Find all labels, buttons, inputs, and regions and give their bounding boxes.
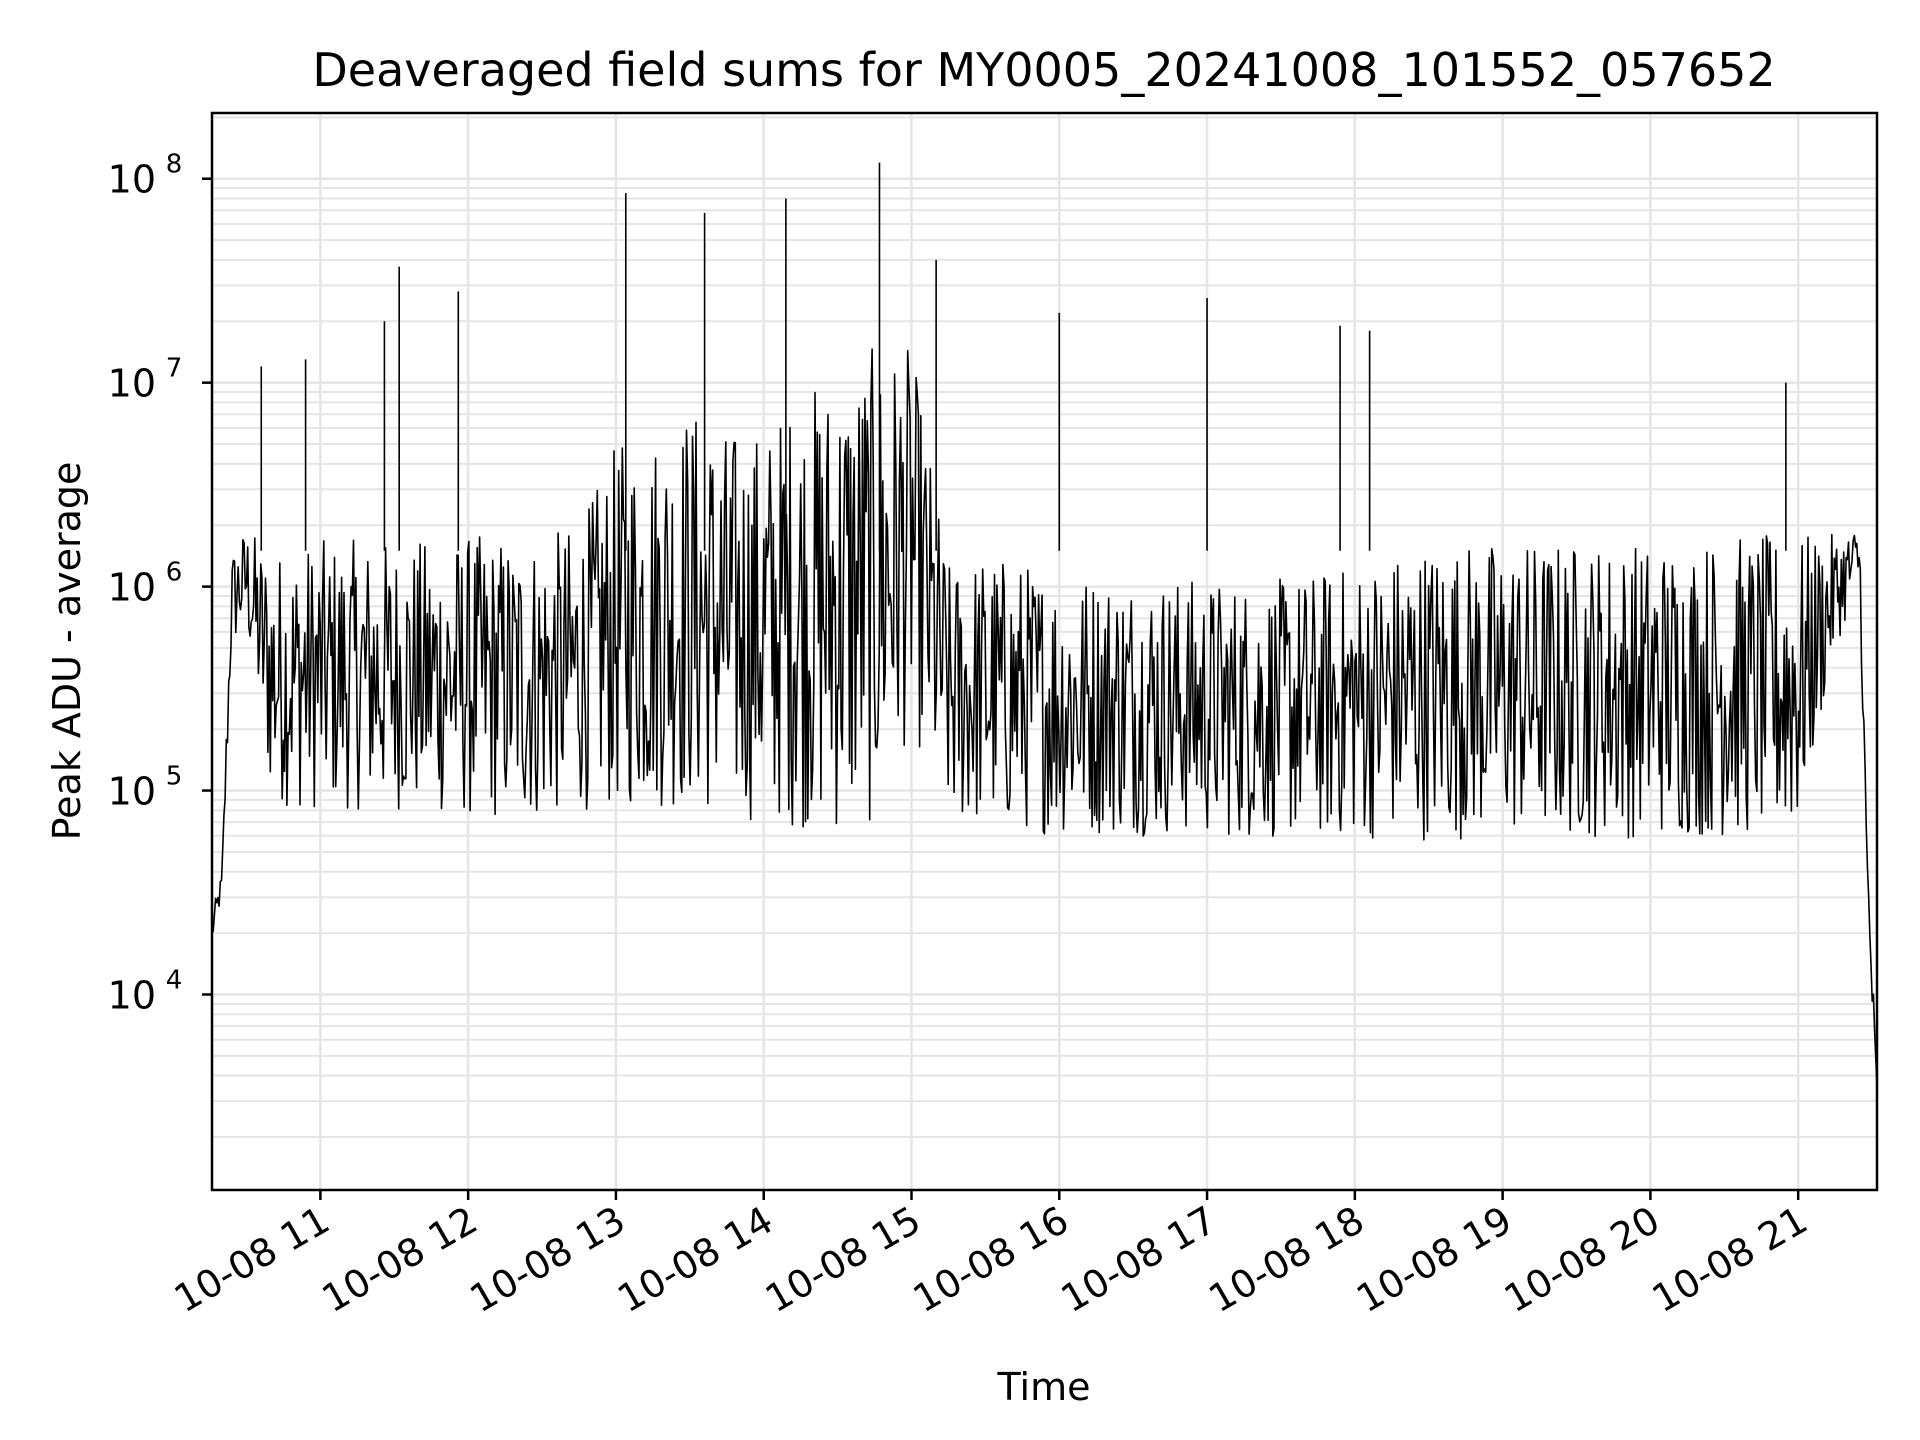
y-tick-label: 10: [108, 566, 156, 610]
x-axis-label: Time: [997, 1365, 1091, 1409]
y-tick-exponent: 5: [166, 762, 183, 792]
series-line: [211, 348, 1878, 1087]
y-tick-exponent: 6: [166, 558, 183, 588]
y-tick-label: 10: [108, 362, 156, 406]
y-tick-label: 10: [108, 973, 156, 1017]
chart-title: Deaveraged field sums for MY0005_2024100…: [312, 43, 1775, 97]
plot-frame: [210, 111, 1879, 1192]
y-tick-label: 10: [108, 770, 156, 814]
y-tick-label: 10: [108, 158, 156, 202]
y-tick-exponent: 8: [166, 150, 183, 180]
y-axis: 10 4 10 5 10 6 10 7 10 8: [108, 150, 212, 1017]
y-tick-exponent: 7: [166, 354, 183, 384]
y-axis-label: Peak ADU - average: [45, 462, 89, 841]
y-tick-exponent: 4: [166, 965, 183, 995]
data-series: [211, 162, 1878, 1087]
